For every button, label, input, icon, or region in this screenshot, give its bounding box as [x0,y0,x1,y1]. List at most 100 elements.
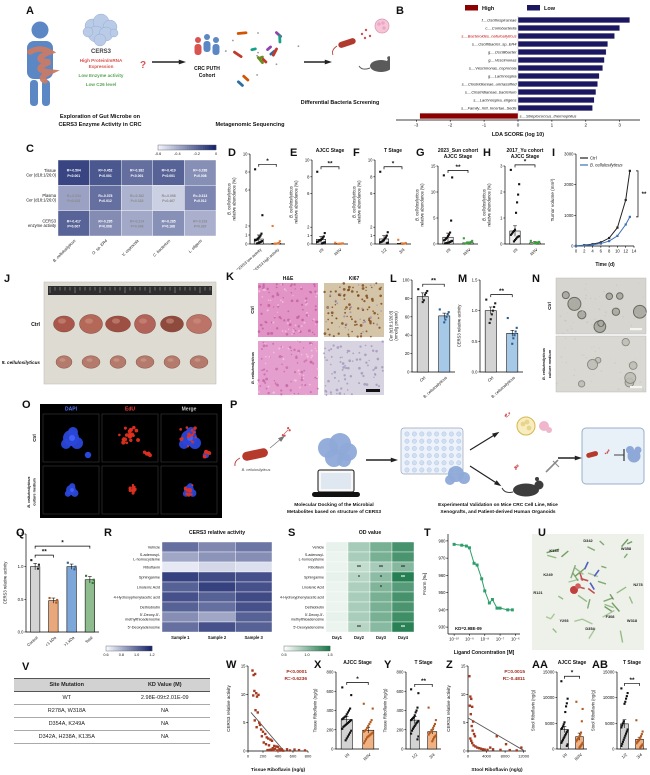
svg-text:800: 800 [327,670,335,675]
panel-u-label: U [538,527,546,539]
svg-text:10000: 10000 [543,695,555,700]
svg-text:-0.4: -0.4 [174,152,181,156]
svg-text:0: 0 [215,152,217,156]
fraction-activity-bar-chart: 0.0 0.5 1.0 1.5 CERS3 relative activity Contr… [3,532,99,647]
svg-text:**: ** [357,625,361,631]
svg-text:Total: Total [84,635,94,644]
svg-text:*: * [356,676,359,683]
svg-text:Vehicle: Vehicle [148,545,160,549]
svg-text:**: ** [455,164,461,171]
svg-text:R=-0.378: R=-0.378 [98,194,112,198]
svg-text:CERS3: CERS3 [42,218,56,223]
svg-text:Riboflavin: Riboflavin [143,565,160,569]
panel-d-label: D [228,147,236,159]
svg-text:CERS3 relative activity: CERS3 relative activity [3,561,8,604]
svg-text:Sample 1: Sample 1 [171,635,190,640]
svg-text:enzyme activity: enzyme activity [28,223,57,228]
svg-text:R=-0.504: R=-0.504 [67,169,81,173]
svg-text:(nmol/g protein): (nmol/g protein) [394,311,399,341]
panel-h-label: H [483,147,491,159]
svg-text:4-Hydroxyphenylacetic acid: 4-Hydroxyphenylacetic acid [280,595,324,599]
svg-text:*: * [392,160,395,167]
svg-text:1.0: 1.0 [134,653,139,657]
svg-text:**: ** [357,565,361,571]
panel-h: H 2017_Yu cohort AJCC Stage 0 1 2 3 B. cellulo… [481,146,548,270]
panel-v: V Site Mutation KD Value (M) WT 2.98E-09±2.… [2,660,222,772]
panel-aa: AA AJCC Stage 0 5000 10000 15000 Stool Ribofl… [530,658,590,775]
svg-text:High: High [482,6,495,12]
svg-text:P=0.033: P=0.033 [67,199,80,203]
svg-text:600: 600 [397,689,405,694]
panel-o-label: O [22,399,31,411]
svg-text:0: 0 [571,244,574,249]
svg-text:R=-0.4811: R=-0.4811 [503,676,526,682]
panel-u: U K135 D342 W358 N278 K249 R121 Y293 D354 F308 W3… [526,526,650,658]
panel-m-label: M [458,273,468,285]
svg-text:0.8: 0.8 [119,653,124,657]
svg-text:Metabolites based on structur: Metabolites based on structure of CERS3 [287,509,381,515]
svg-text:Day1: Day1 [332,635,343,640]
svg-text:High Protein/mRNA: High Protein/mRNA [80,58,123,63]
svg-text:60: 60 [405,314,410,319]
histology-images: H&E KI67 Ctrl B. cellulosilyticus [250,276,384,396]
svg-text:Ctrl: Ctrl [418,375,426,383]
svg-text:Stool Riboflavin (ng/g): Stool Riboflavin (ng/g) [471,767,523,773]
svg-text:0: 0 [517,123,520,128]
svg-text:5: 5 [463,720,466,725]
panel-r: R CERS3 relative activity Vehicle S-adenos… [102,526,280,658]
svg-text:Tissue Riboflavin (ng/g): Tissue Riboflavin (ng/g) [383,688,388,732]
panel-i: I 0 2 4 6 8 10 12 14 0 1000 2000 3000 Time (d) Tumor … [548,146,650,270]
svg-text:Plasma: Plasma [42,193,56,198]
svg-text:s__Oscillibacter_sp_ER4: s__Oscillibacter_sp_ER4 [472,42,517,47]
svg-text:0.5: 0.5 [472,339,478,344]
panel-p: P B. cellulosilyticus Molecular Docking o… [226,398,650,524]
panel-y: Y T Stage 0 200 400 600 800 Tissue Riboflavin … [382,658,444,775]
stool-riboflavin-scatter: 0 4000 8000 12000 0 5 10 15 Stool Riboflavin (ng… [446,664,530,774]
svg-text:5'-Deoxyadenosine: 5'-Deoxyadenosine [128,625,160,629]
svg-text:B. cellulosilyticus: B. cellulosilyticus [482,188,487,221]
svg-text:5'-Deoxy-5'-: 5'-Deoxy-5'- [140,613,161,617]
svg-text:1: 1 [307,233,310,238]
svg-text:Day4: Day4 [398,635,409,640]
svg-text:100: 100 [403,278,411,283]
svg-text:B. cellulosilyticus: B. cellulosilyticus [415,188,420,221]
docking-validation-workflow: B. cellulosilyticus Molecular Docking of … [234,412,645,515]
svg-text:0.0: 0.0 [18,630,24,635]
svg-text:0: 0 [575,249,578,254]
svg-text:Low C26 level: Low C26 level [86,82,116,87]
svg-text:R=-0.295: R=-0.295 [98,219,112,223]
svg-text:2: 2 [307,225,310,230]
svg-text:Ctrl: Ctrl [590,156,597,161]
svg-text:1: 1 [500,216,503,221]
svg-text:Cer (d18:1/26:0): Cer (d18:1/26:0) [26,198,56,203]
svg-text:KI67: KI67 [349,276,360,282]
svg-text:1: 1 [245,233,248,238]
svg-text:T Stage: T Stage [623,660,641,666]
svg-text:3/4: 3/4 [428,752,436,760]
svg-text:R=-0.417: R=-0.417 [67,219,81,223]
svg-text:Fnorm [‰]: Fnorm [‰] [422,573,427,595]
svg-text:P<0.001: P<0.001 [131,174,144,178]
svg-text:**: ** [421,678,427,685]
svg-text:-3: -3 [414,123,419,128]
svg-text:10⁻⁸: 10⁻⁸ [480,637,489,642]
svg-text:III/IV: III/IV [362,752,372,762]
svg-text:culture medium: culture medium [33,478,37,506]
svg-text:0.5: 0.5 [281,653,286,657]
panel-a-label: A [26,5,34,17]
svg-text:Time (d): Time (d) [595,262,615,268]
svg-text:15: 15 [461,664,466,669]
svg-text:10: 10 [431,190,436,195]
svg-text:1.0: 1.0 [472,308,478,313]
panel-y-label: Y [384,659,392,671]
panel-ab-label: AB [592,659,608,671]
svg-text:P<0.001: P<0.001 [162,174,175,178]
svg-text:CERS3 relative activity: CERS3 relative activity [446,684,451,731]
svg-text:14: 14 [632,249,637,254]
panel-m: M 0.0 0.5 1.0 1.5 CERS3 relative activity Ctr… [456,272,526,398]
svg-text:-0.6: -0.6 [155,152,162,156]
svg-text:D342: D342 [583,538,593,543]
svg-text:20: 20 [405,351,410,356]
svg-text:3000: 3000 [564,152,574,157]
